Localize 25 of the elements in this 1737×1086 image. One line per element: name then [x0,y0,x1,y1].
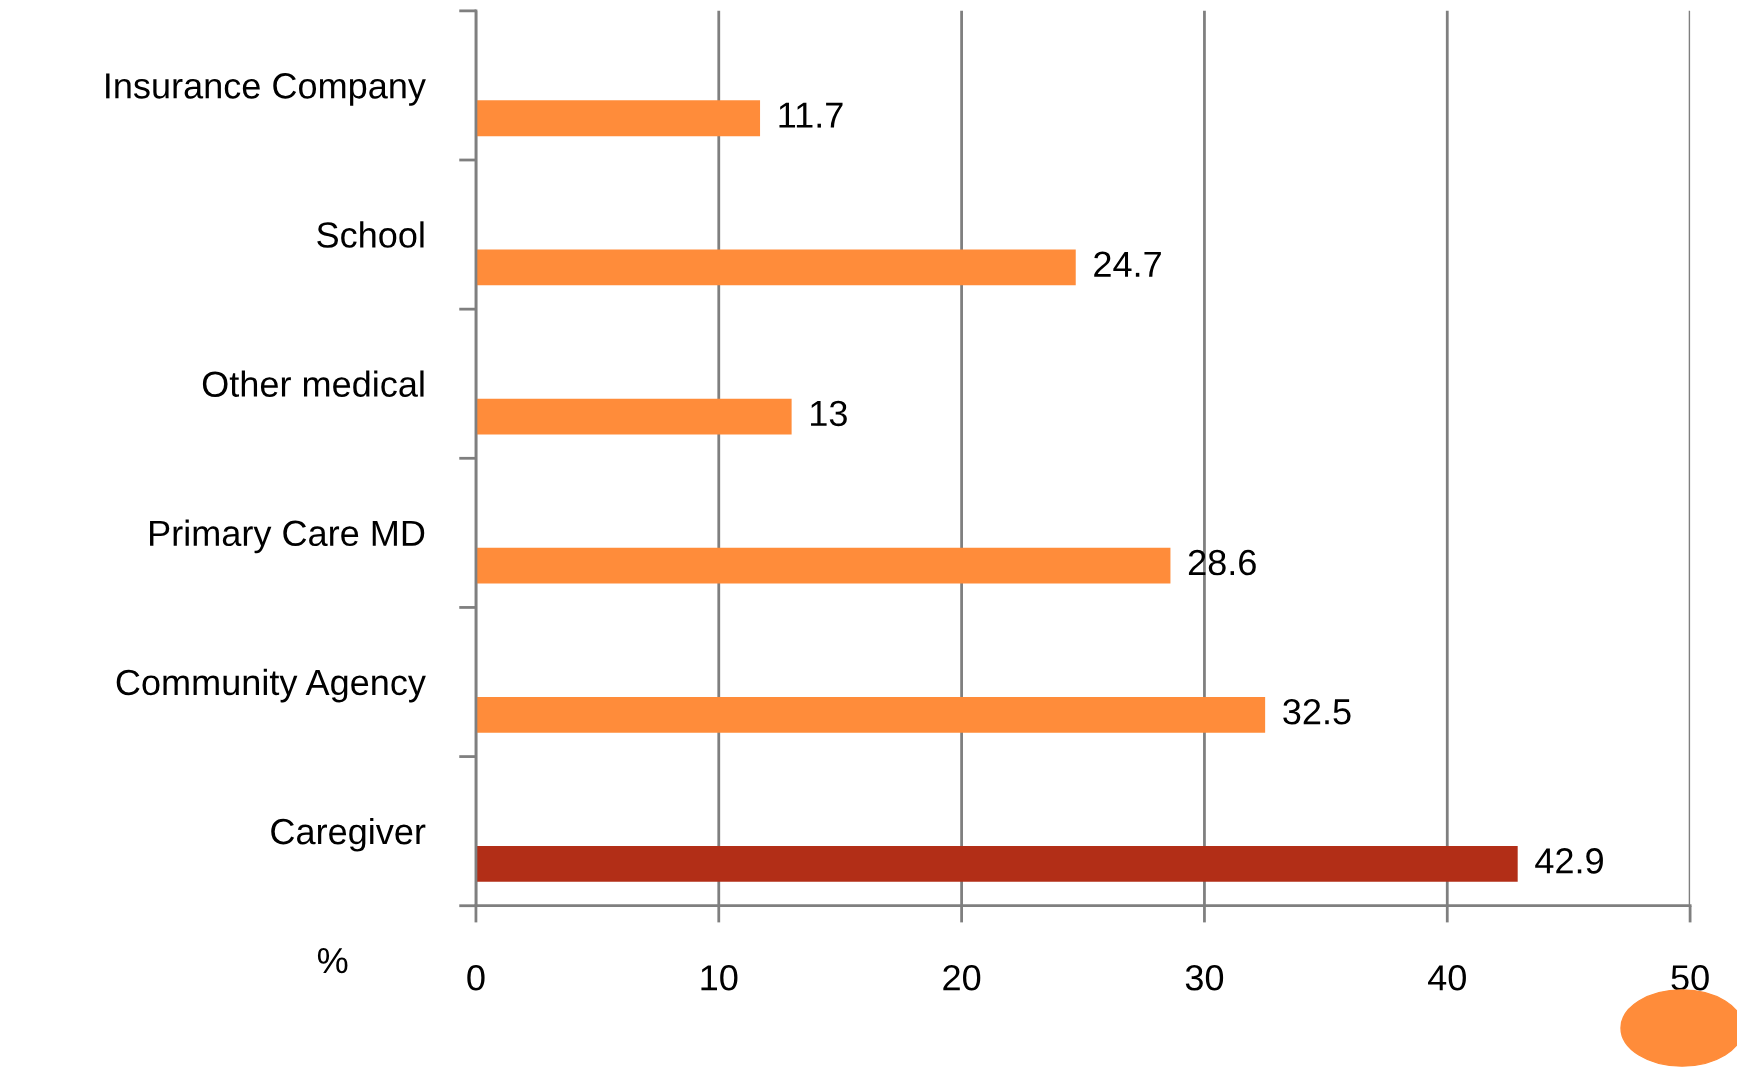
y-tick-label: Primary Care MD [150,519,425,554]
bar [475,696,1266,733]
x-tick-label: 10 [701,965,738,991]
data-label: 28.6 [1188,549,1256,576]
y-tick-label: Caregiver [271,817,426,852]
y-tick-label: Other medical [202,370,424,397]
data-label: 13 [811,400,847,427]
data-label: 24.7 [1094,251,1161,277]
x-tick-label: 30 [1185,965,1224,991]
bar [475,846,1518,882]
data-label: 32.5 [1283,698,1351,725]
data-label: 11.7 [779,102,843,128]
bar [475,398,792,435]
x-tick-label: 0 [467,965,485,991]
x-tick-label: 40 [1428,965,1466,991]
data-label: 42.9 [1535,848,1603,874]
y-tick-label: Community Agency [116,668,426,703]
x-axis-title: % [317,948,348,974]
bar [475,547,1171,584]
y-tick-label: Insurance Company [106,73,426,106]
bar [475,100,761,137]
x-tick-label: 50 [1671,965,1709,991]
x-tick-label: 20 [943,965,981,991]
bar [475,249,1076,286]
y-tick-label: School [317,221,424,248]
